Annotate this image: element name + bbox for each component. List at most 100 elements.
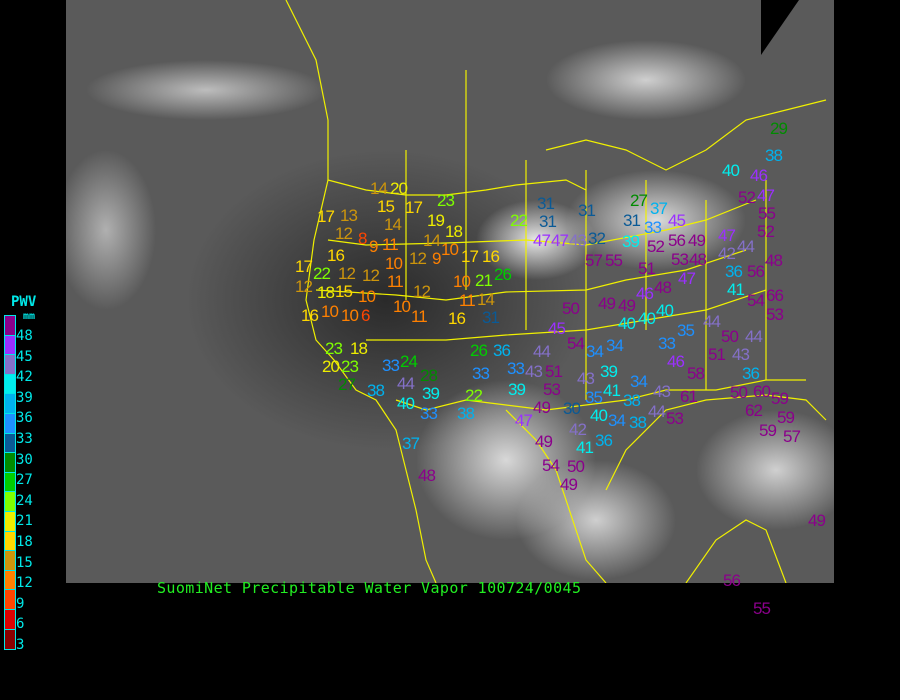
station-pwv-value: 49 xyxy=(808,511,826,530)
colorbar-swatch xyxy=(5,492,15,512)
station-pwv-value: 50 xyxy=(562,299,580,318)
station-pwv-value: 54 xyxy=(542,456,560,475)
station-pwv-value: 48 xyxy=(418,466,436,485)
station-pwv-value: 34 xyxy=(608,411,626,430)
station-pwv-value: 10 xyxy=(341,306,359,325)
station-pwv-value: 26 xyxy=(470,341,488,360)
colorbar-label: 36 xyxy=(16,410,33,427)
station-pwv-value: 12 xyxy=(295,277,313,296)
station-pwv-value: 39 xyxy=(508,380,526,399)
station-pwv-value: 50 xyxy=(567,457,585,476)
station-pwv-value: 9 xyxy=(369,237,379,256)
station-pwv-value: 11 xyxy=(411,307,428,326)
station-pwv-value: 17 xyxy=(317,207,335,226)
colorbar-swatch xyxy=(5,316,15,336)
station-pwv-value: 17 xyxy=(295,257,313,276)
station-pwv-value: 18 xyxy=(317,283,335,302)
political-borders xyxy=(285,0,827,583)
station-pwv-value: 23 xyxy=(325,339,343,358)
station-pwv-value: 33 xyxy=(507,359,525,378)
station-pwv-value: 33 xyxy=(472,364,490,383)
station-pwv-value: 66 xyxy=(766,286,784,305)
station-pwv-value: 34 xyxy=(630,372,648,391)
colorbar-label: 3 xyxy=(16,637,25,653)
colorbar-label: 48 xyxy=(16,328,33,344)
station-pwv-value: 14 xyxy=(423,231,441,250)
station-pwv-value: 20 xyxy=(390,179,408,198)
station-pwv-value: 52 xyxy=(647,237,665,256)
station-pwv-value: 47 xyxy=(757,186,775,205)
station-pwv-value: 50 xyxy=(721,327,739,346)
station-pwv-value: 14 xyxy=(384,215,402,234)
station-pwv-value: 56 xyxy=(747,262,765,281)
colorbar-label: 27 xyxy=(16,472,33,489)
station-pwv-value: 10 xyxy=(321,302,339,321)
station-pwv-value: 47 xyxy=(678,269,696,288)
station-pwv-value: 12 xyxy=(362,266,380,285)
station-pwv-value: 34 xyxy=(606,336,624,355)
station-pwv-value: 59 xyxy=(771,389,789,408)
station-pwv-value: 53 xyxy=(766,305,784,324)
station-pwv-value: 53 xyxy=(543,380,561,399)
station-pwv-value: 47 xyxy=(533,231,551,250)
station-pwv-value: 21 xyxy=(475,271,493,290)
station-pwv-value: 18 xyxy=(350,339,368,358)
colorbar-swatch xyxy=(5,590,15,610)
station-pwv-value: 6 xyxy=(361,306,371,325)
colorbar-swatch xyxy=(5,355,15,375)
station-pwv-value: 11 xyxy=(387,272,404,291)
station-pwv-value: 49 xyxy=(560,475,578,494)
station-pwv-value: 47 xyxy=(515,411,533,430)
station-pwv-value: 48 xyxy=(765,251,783,270)
station-pwv-value: 36 xyxy=(493,341,511,360)
station-pwv-value: 30 xyxy=(563,399,581,418)
station-pwv-value: 48 xyxy=(654,278,672,297)
station-pwv-value: 55 xyxy=(605,251,623,270)
station-pwv-value: 38 xyxy=(367,381,385,400)
station-pwv-value: 16 xyxy=(327,246,345,265)
colorbar-label: 15 xyxy=(16,554,33,571)
station-pwv-value: 31 xyxy=(623,211,641,230)
station-pwv-value: 44 xyxy=(737,237,755,256)
station-pwv-value: 40 xyxy=(656,301,674,320)
station-pwv-value: 37 xyxy=(402,434,420,453)
station-pwv-value: 49 xyxy=(618,296,636,315)
station-pwv-value: 49 xyxy=(533,398,551,417)
station-pwv-value: 10 xyxy=(358,287,376,306)
colorbar-title: PWV xyxy=(11,294,37,310)
station-pwv-value: 9 xyxy=(432,249,442,268)
colorbar-swatch xyxy=(5,335,15,356)
station-pwv-value: 12 xyxy=(409,249,427,268)
station-pwv-value: 16 xyxy=(448,309,466,328)
station-pwv-value: 44 xyxy=(648,402,666,421)
station-pwv-value: 42 xyxy=(718,244,736,263)
station-pwv-value: 16 xyxy=(301,306,319,325)
colorbar-swatch xyxy=(5,609,15,630)
station-pwv-value: 24 xyxy=(400,352,418,371)
map-caption: SuomiNet Precipitable Water Vapor 100724… xyxy=(157,579,582,597)
station-pwv-value: 33 xyxy=(420,404,438,423)
station-pwv-value: 32 xyxy=(588,229,606,248)
colorbar-label: 42 xyxy=(16,369,33,386)
colorbar-label: 33 xyxy=(16,431,33,447)
station-pwv-value: 56 xyxy=(668,231,686,250)
station-pwv-value: 36 xyxy=(725,262,743,281)
station-pwv-value: 42 xyxy=(569,420,587,439)
no-data-corner xyxy=(761,0,799,55)
station-pwv-value: 43 xyxy=(732,345,750,364)
station-pwv-value: 43 xyxy=(653,382,671,401)
station-pwv-value: 10 xyxy=(453,272,471,291)
colorbar-swatch xyxy=(5,413,15,434)
station-pwv-value: 55 xyxy=(753,599,771,618)
station-pwv-value: 38 xyxy=(765,146,783,165)
station-pwv-value: 57 xyxy=(783,427,801,446)
station-pwv-value: 52 xyxy=(738,188,756,207)
station-pwv-value: 51 xyxy=(708,345,726,364)
station-pwv-value: 14 xyxy=(370,179,388,198)
station-pwv-value: 31 xyxy=(482,308,500,327)
station-pwv-value: 51 xyxy=(545,362,563,381)
station-pwv-value: 33 xyxy=(658,334,676,353)
station-pwv-value: 43 xyxy=(525,362,543,381)
station-pwv-value: 27 xyxy=(338,375,356,394)
station-pwv-value: 22 xyxy=(510,211,528,230)
